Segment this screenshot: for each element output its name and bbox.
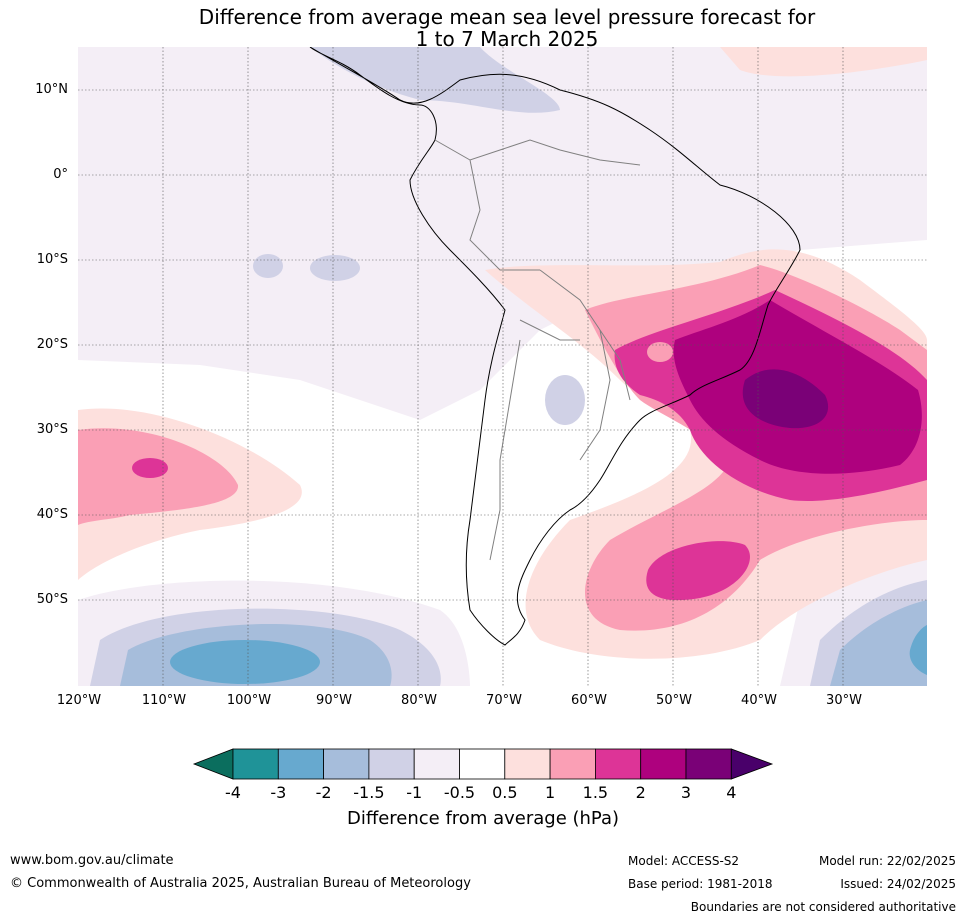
title-line-1: Difference from average mean sea level p… xyxy=(198,5,816,29)
colorbar-tick-label: 4 xyxy=(726,783,737,802)
map-area xyxy=(78,47,927,686)
colorbar-tick-label: 2 xyxy=(635,783,646,802)
anomaly-core-blue-southeast xyxy=(909,625,927,675)
colorbar-swatch xyxy=(232,748,279,780)
footer-base-period: Base period: 1981-2018 xyxy=(628,877,773,891)
lon-tick-label: 120°W xyxy=(56,693,102,708)
anomaly-patch-light-blue-pacific-2 xyxy=(310,255,360,281)
lat-tick-label: 10°S xyxy=(36,252,68,267)
lat-tick-label: 50°S xyxy=(36,592,68,607)
colorbar-tick-label: -4 xyxy=(225,783,241,802)
lon-tick-label: 80°W xyxy=(401,693,437,708)
colorbar-swatch xyxy=(640,748,687,780)
colorbar-swatch xyxy=(459,748,506,780)
title-line-2: 1 to 7 March 2025 xyxy=(415,27,599,51)
colorbar-extend-low xyxy=(192,748,234,780)
lon-tick-label: 50°W xyxy=(656,693,692,708)
lat-tick-label: 10°N xyxy=(35,82,68,97)
anomaly-patch-light-blue-pacific-1 xyxy=(253,254,283,278)
anomaly-core-magenta-south-atlantic xyxy=(646,541,750,601)
colorbar-swatch xyxy=(595,748,642,780)
colorbar-swatch xyxy=(323,748,370,780)
colorbar-tick-label: 3 xyxy=(680,783,692,802)
south-america-coastline xyxy=(309,47,801,646)
lon-tick-label: 40°W xyxy=(741,693,777,708)
lon-tick-label: 70°W xyxy=(486,693,522,708)
anomaly-band-lilac-north xyxy=(78,47,927,420)
footer-model-run: Model run: 22/02/2025 xyxy=(818,854,956,868)
footer-copyright: © Commonwealth of Australia 2025, Austra… xyxy=(10,876,471,891)
colorbar-swatch xyxy=(685,748,732,780)
footer-model: Model: ACCESS-S2 xyxy=(628,854,740,868)
colorbar-tick-label: 0.5 xyxy=(492,783,518,802)
lon-tick-label: 100°W xyxy=(226,693,272,708)
anomaly-band-pink-northeast xyxy=(720,47,927,77)
colorbar-swatch xyxy=(368,748,415,780)
colorbar-tick-label: -1.5 xyxy=(353,783,385,802)
lon-tick-label: 60°W xyxy=(571,693,607,708)
graticule xyxy=(78,47,927,686)
lat-tick-label: 30°S xyxy=(36,422,68,437)
colorbar-swatch xyxy=(504,748,551,780)
country-boundaries xyxy=(434,139,641,561)
colorbar-tick-label: 1 xyxy=(545,783,556,802)
colorbar xyxy=(192,748,774,780)
anomaly-core-magenta-west xyxy=(132,458,168,478)
lon-tick-label: 110°W xyxy=(141,693,187,708)
anomaly-core-dark-purple-atlantic xyxy=(742,369,829,429)
colorbar-tick-label: -3 xyxy=(270,783,287,802)
lat-tick-label: 40°S xyxy=(36,507,68,522)
colorbar-swatch xyxy=(277,748,324,780)
anomaly-band-light-blue-north xyxy=(310,47,560,113)
colorbar-extend-high xyxy=(730,748,774,780)
colorbar-swatch xyxy=(413,748,460,780)
lat-tick-label: 20°S xyxy=(36,337,68,352)
colorbar-tick-label: -2 xyxy=(315,783,332,802)
anomaly-core-blue-southwest xyxy=(170,640,320,684)
colorbar-title: Difference from average (hPa) xyxy=(346,808,620,829)
lon-tick-label: 90°W xyxy=(316,693,352,708)
colorbar-tick-label: 1.5 xyxy=(582,783,609,802)
colorbar-tick-label: -1 xyxy=(406,783,423,802)
colorbar-swatch xyxy=(549,748,596,780)
anomaly-patch-light-blue-argentina xyxy=(545,375,585,425)
lat-tick-label: 0° xyxy=(53,167,68,182)
footer-disclaimer: Boundaries are not considered authoritat… xyxy=(690,900,956,914)
map-title: Difference from average mean sea level p… xyxy=(0,6,965,50)
footer-website: www.bom.gov.au/climate xyxy=(10,853,174,868)
colorbar-tick-label: -0.5 xyxy=(443,783,476,802)
footer-issued: Issued: 24/02/2025 xyxy=(840,877,956,891)
lon-tick-label: 30°W xyxy=(826,693,862,708)
anomaly-hole-pink-brazil xyxy=(647,342,673,362)
anomaly-band-blue-southeast xyxy=(830,600,927,686)
